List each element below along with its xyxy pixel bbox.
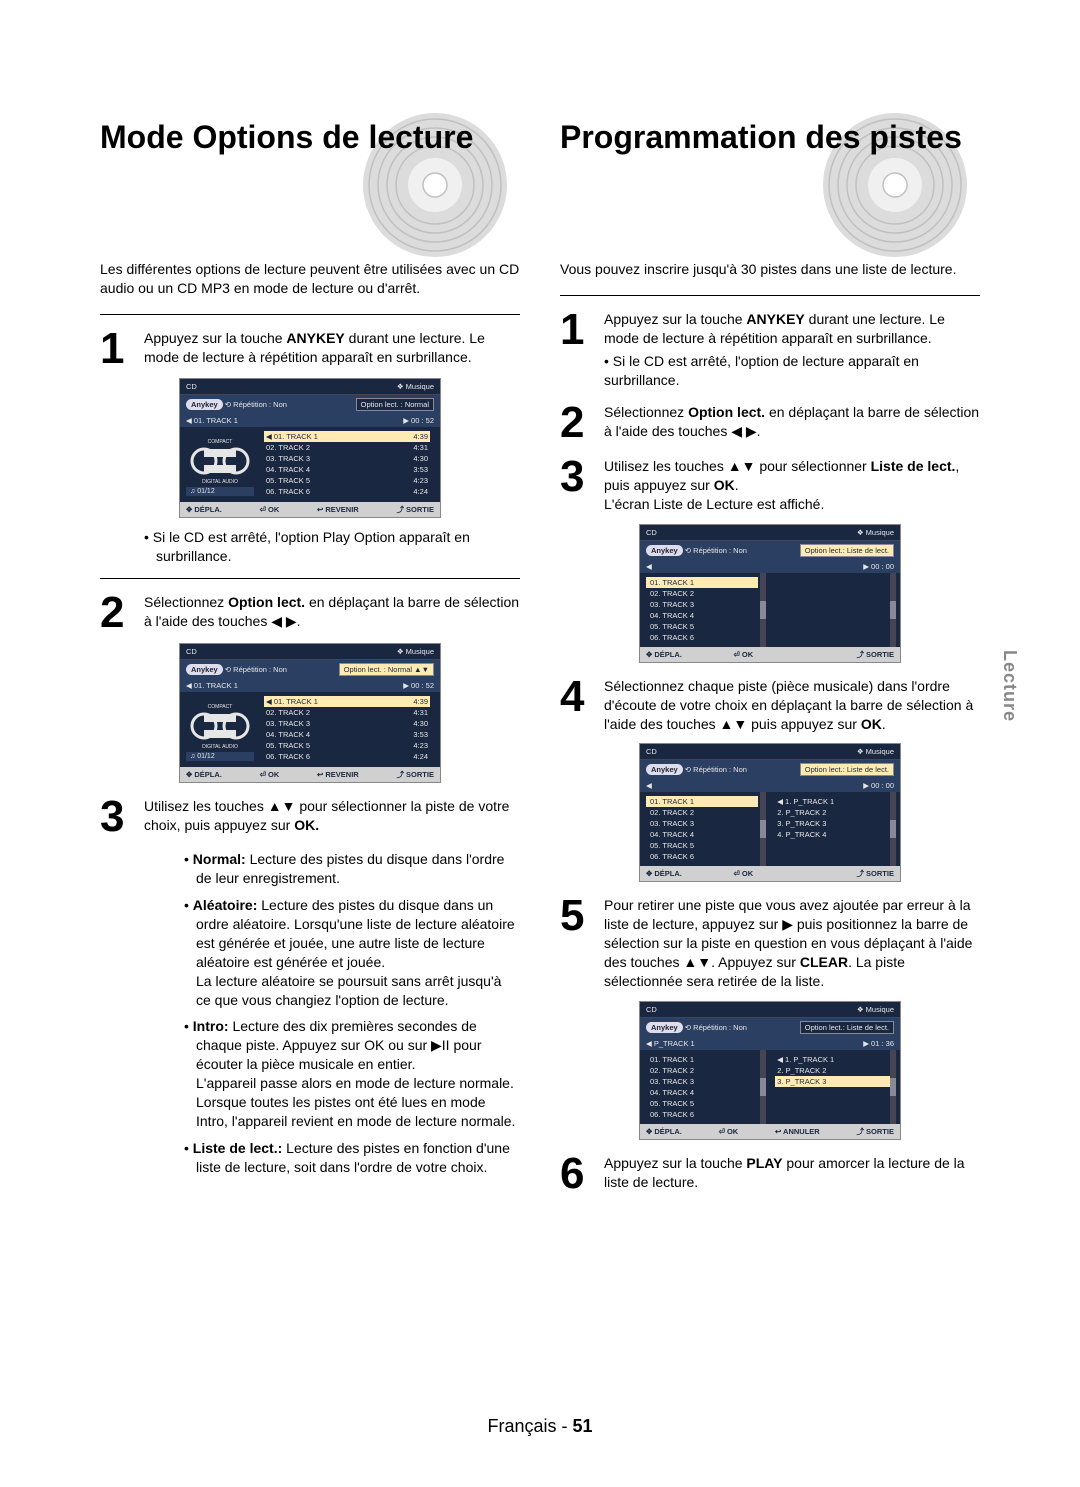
step-number: 1 <box>100 329 134 369</box>
option-lect-label: Option lect. <box>228 594 305 610</box>
now-playing: ◀ 01. TRACK 1 <box>186 416 238 425</box>
step-number: 2 <box>560 403 594 443</box>
right-step-4: 4 Sélectionnez chaque piste (pièce music… <box>560 677 980 734</box>
musique-label: ❖ Musique <box>397 382 434 391</box>
step-number: 3 <box>100 797 134 837</box>
right-step-3: 3 Utilisez les touches ▲▼ pour sélection… <box>560 457 980 514</box>
option-intro: Intro: <box>193 1018 229 1034</box>
text: Lecture des pistes du disque dans un ord… <box>196 897 515 1007</box>
anykey-pill: Anykey <box>186 399 223 410</box>
text: Sélectionnez <box>144 594 228 610</box>
ok-label: OK <box>714 477 735 493</box>
text: Si le CD est arrêté, l'option de lecture… <box>604 353 919 388</box>
anykey-label: ANYKEY <box>746 311 804 327</box>
text: Appuyez sur la touche <box>604 311 746 327</box>
play-label: PLAY <box>746 1155 782 1171</box>
svg-text:DIGITAL AUDIO: DIGITAL AUDIO <box>202 479 238 485</box>
clear-label: CLEAR <box>800 954 848 970</box>
right-step-2: 2 Sélectionnez Option lect. en déplaçant… <box>560 403 980 443</box>
liste-lect-label: Liste de lect. <box>871 458 956 474</box>
svg-text:COMPACT: COMPACT <box>208 439 233 445</box>
option-liste: Liste de lect.: <box>193 1140 282 1156</box>
footer-lang: Français - <box>487 1416 572 1436</box>
side-tab-lecture: Lecture <box>999 650 1020 722</box>
ok-label: OK. <box>294 817 319 833</box>
page-footer: Français - 51 <box>0 1416 1080 1437</box>
text: Sélectionnez chaque piste (pièce musical… <box>604 678 973 732</box>
text: Lecture des dix premières secondes de ch… <box>196 1018 515 1128</box>
cd-player-mock-4: CD❖ Musique Anykey ⟲ Répétition : NonOpt… <box>639 743 901 882</box>
right-step-5: 5 Pour retirer une piste que vous avez a… <box>560 896 980 990</box>
left-heading: Mode Options de lecture <box>100 120 520 155</box>
left-step-2: 2 Sélectionnez Option lect. en déplaçant… <box>100 593 520 633</box>
text: Sélectionnez <box>604 404 688 420</box>
text: Appuyez sur la touche <box>144 330 286 346</box>
right-step-1: 1 Appuyez sur la touche ANYKEY durant un… <box>560 310 980 390</box>
svg-text:COMPACT: COMPACT <box>208 704 233 710</box>
step-number: 6 <box>560 1154 594 1194</box>
text: Appuyez sur la touche <box>604 1155 746 1171</box>
option-lect-box: Option lect. : Normal <box>356 398 434 411</box>
option-lect-label: Option lect. <box>688 404 765 420</box>
option-normal: Normal: <box>193 851 246 867</box>
right-heading: Programmation des pistes <box>560 120 980 155</box>
cd-player-mock-2: CD❖ Musique Anykey ⟲ Répétition : NonOpt… <box>179 643 441 783</box>
left-step-3: 3 Utilisez les touches ▲▼ pour sélection… <box>100 797 520 837</box>
text: Utilisez les touches ▲▼ pour sélectionne… <box>604 458 871 474</box>
step-number: 2 <box>100 593 134 633</box>
text: Utilisez les touches ▲▼ pour sélectionne… <box>144 798 509 833</box>
compact-disc-logo-icon: COMPACT DIGITAL AUDIO <box>186 698 254 752</box>
step-number: 1 <box>560 310 594 390</box>
compact-disc-logo-icon: COMPACT DIGITAL AUDIO <box>186 433 254 487</box>
cd-player-mock-5: CD❖ Musique Anykey ⟲ Répétition : NonOpt… <box>639 1001 901 1140</box>
option-lect-highlighted: Option lect. : Normal ▲▼ <box>339 663 434 676</box>
text: . <box>882 716 886 732</box>
option-aleatoire: Aléatoire: <box>193 897 258 913</box>
cd-player-mock-3: CD❖ Musique Anykey ⟲ Répétition : NonOpt… <box>639 524 901 663</box>
text: Pour retirer une piste que vous avez ajo… <box>604 897 972 970</box>
step-number: 4 <box>560 677 594 734</box>
svg-text:DIGITAL AUDIO: DIGITAL AUDIO <box>202 744 238 750</box>
nav-bar: ✥ DÉPLA.⏎ OK↩ REVENIR⤴ SORTIE <box>180 502 440 517</box>
now-time: ▶ 00 : 52 <box>403 416 434 425</box>
step-number: 3 <box>560 457 594 514</box>
cd-label: CD <box>186 382 197 391</box>
footer-page: 51 <box>573 1416 593 1436</box>
right-intro: Vous pouvez inscrire jusqu'à 30 pistes d… <box>560 260 980 279</box>
option-list: • Normal: Lecture des pistes du disque d… <box>144 850 520 1176</box>
right-column: Programmation des pistes Vous pouvez ins… <box>560 120 980 1203</box>
anykey-label: ANYKEY <box>286 330 344 346</box>
track-list: ◀ 01. TRACK 14:39 02. TRACK 24:31 03. TR… <box>260 427 440 502</box>
repeat-label: ⟲ Répétition : Non <box>225 400 287 409</box>
ok-label: OK <box>861 716 882 732</box>
left-note-1: • Si le CD est arrêté, l'option Play Opt… <box>144 528 520 566</box>
left-column: Mode Options de lecture Les différentes … <box>100 120 520 1203</box>
left-step-1: 1 Appuyez sur la touche ANYKEY durant un… <box>100 329 520 369</box>
cd-player-mock-1: CD ❖ Musique Anykey ⟲ Répétition : Non Opt… <box>179 378 441 518</box>
step-number: 5 <box>560 896 594 990</box>
track-counter: ♫ 01/12 <box>186 487 254 496</box>
right-step-6: 6 Appuyez sur la touche PLAY pour amorce… <box>560 1154 980 1194</box>
left-intro: Les différentes options de lecture peuve… <box>100 260 520 298</box>
